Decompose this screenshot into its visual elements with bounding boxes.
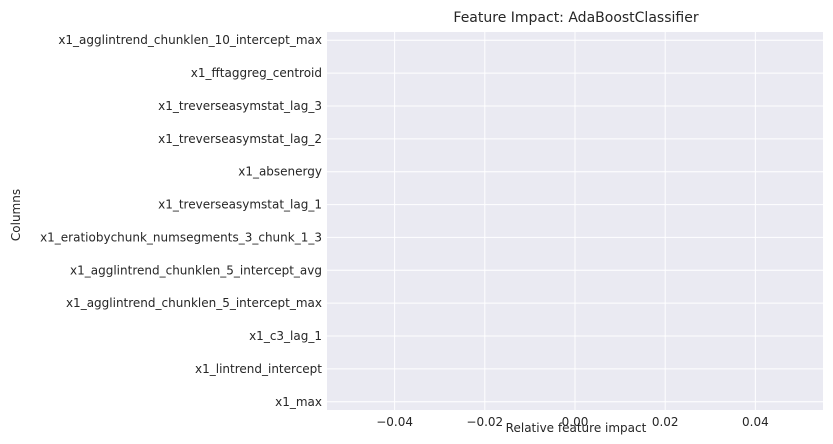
y-tick-label: x1_lintrend_intercept xyxy=(195,362,322,376)
x-tick-label: 0.04 xyxy=(742,415,769,429)
y-tick-label: x1_agglintrend_chunklen_5_intercept_max xyxy=(66,296,322,310)
x-tick-labels: −0.04 −0.02 0.00 0.02 0.04 xyxy=(376,415,768,429)
grid-lines xyxy=(327,32,823,410)
y-tick-label: x1_agglintrend_chunklen_10_intercept_max xyxy=(58,33,322,47)
chart-title: Feature Impact: AdaBoostClassifier xyxy=(453,10,698,26)
y-axis-label: Columns xyxy=(9,189,23,241)
y-tick-labels: x1_agglintrend_chunklen_10_intercept_max… xyxy=(40,33,322,409)
y-tick-label: x1_absenergy xyxy=(238,165,322,179)
x-tick-label: 0.00 xyxy=(562,415,589,429)
y-tick-label: x1_c3_lag_1 xyxy=(249,329,322,343)
y-tick-label: x1_treverseasymstat_lag_1 xyxy=(158,198,322,212)
y-tick-label: x1_treverseasymstat_lag_2 xyxy=(158,132,322,146)
x-tick-label: 0.02 xyxy=(652,415,679,429)
y-tick-label: x1_fftaggreg_centroid xyxy=(191,66,322,80)
y-tick-label: x1_treverseasymstat_lag_3 xyxy=(158,99,322,113)
x-axis-label: Relative feature impact xyxy=(506,421,647,435)
y-tick-label: x1_max xyxy=(275,395,322,409)
x-tick-label: −0.04 xyxy=(376,415,413,429)
x-tick-label: −0.02 xyxy=(466,415,503,429)
y-tick-label: x1_eratiobychunk_numsegments_3_chunk_1_3 xyxy=(40,230,322,244)
y-tick-label: x1_agglintrend_chunklen_5_intercept_avg xyxy=(70,263,322,277)
